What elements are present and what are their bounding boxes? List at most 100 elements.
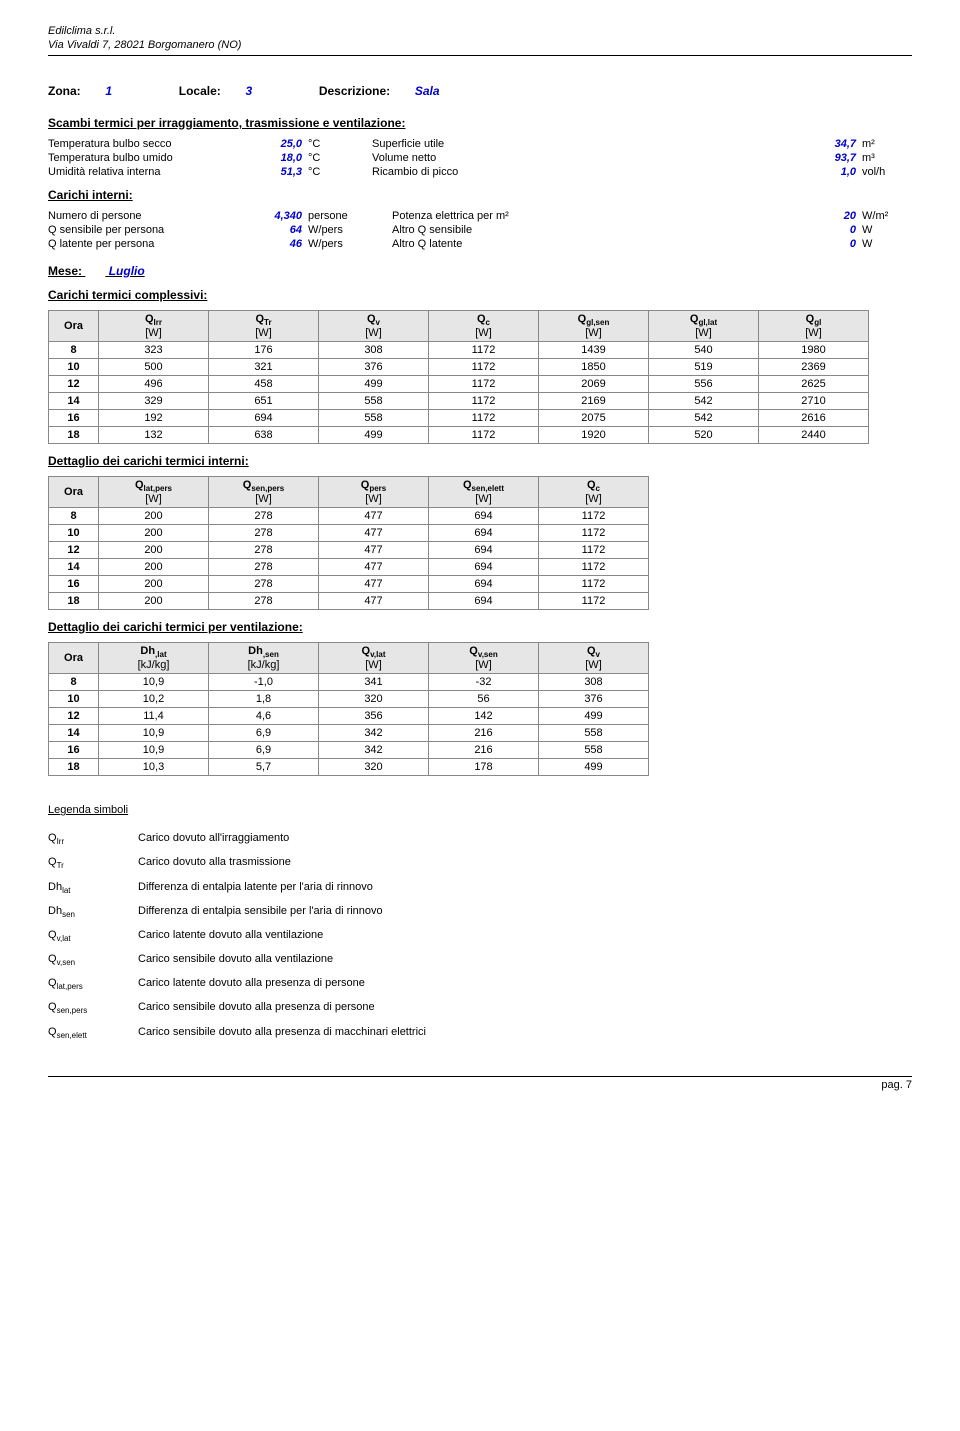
kv-runit: vol/h (862, 166, 912, 178)
table-cell: 2616 (759, 409, 869, 426)
legend-desc: Differenza di entalpia latente per l'ari… (138, 881, 912, 895)
table-cell: 376 (319, 358, 429, 375)
header-line2: Via Vivaldi 7, 28021 Borgomanero (NO) (48, 38, 912, 52)
table-cell: 558 (319, 409, 429, 426)
kv-label: Numero di persone (48, 210, 248, 222)
kv-label: Temperatura bulbo umido (48, 152, 248, 164)
legend-symbol: Qv,lat (48, 929, 138, 943)
table-cell: 132 (99, 426, 209, 443)
table-complessivi: OraQIrr[W]QTr[W]Qv[W]Qc[W]Qgl,sen[W]Qgl,… (48, 310, 869, 444)
table-cell: 2075 (539, 409, 649, 426)
carichi-complessivi-title: Carichi termici complessivi: (48, 288, 912, 302)
table-cell: 558 (539, 725, 649, 742)
kv-value: 46 (248, 238, 308, 250)
kv-value: 4,340 (248, 210, 308, 222)
table-row: 14329651558117221695422710 (49, 392, 869, 409)
header-line1: Edilclima s.r.l. (48, 24, 912, 38)
legend-desc: Carico latente dovuto alla presenza di p… (138, 977, 912, 991)
table-header: Ora (49, 310, 99, 341)
table-ventilazione: OraDh,lat[kJ/kg]Dh,sen[kJ/kg]Qv,lat[W]Qv… (48, 642, 649, 776)
table-cell: 341 (319, 674, 429, 691)
kv-label: Q latente per persona (48, 238, 248, 250)
kv-value: 64 (248, 224, 308, 236)
table-header: Qv[W] (539, 642, 649, 673)
table-header: Qsen,pers[W] (209, 476, 319, 507)
table-cell: 520 (649, 426, 759, 443)
table-cell: 1920 (539, 426, 649, 443)
table-cell: 2369 (759, 358, 869, 375)
table-cell: 558 (319, 392, 429, 409)
table-header: Qgl[W] (759, 310, 869, 341)
table-header: QIrr[W] (99, 310, 209, 341)
table-header: QTr[W] (209, 310, 319, 341)
zona-value: 1 (105, 84, 112, 98)
table-row: 12496458499117220695562625 (49, 375, 869, 392)
table-cell: 2440 (759, 426, 869, 443)
legend-desc: Carico sensibile dovuto alla ventilazion… (138, 953, 912, 967)
page-footer: pag. 7 (48, 1076, 912, 1091)
kv-label: Temperatura bulbo secco (48, 138, 248, 150)
table-cell: 519 (649, 358, 759, 375)
table-cell: 6,9 (209, 725, 319, 742)
table-header: Qv[W] (319, 310, 429, 341)
table-cell: 499 (539, 708, 649, 725)
table-cell: 1172 (429, 409, 539, 426)
table-cell: 278 (209, 541, 319, 558)
table-cell: 321 (209, 358, 319, 375)
table-cell: 1172 (429, 358, 539, 375)
kv-unit: W/pers (308, 238, 368, 250)
kv-value: 18,0 (248, 152, 308, 164)
table-cell: 14 (49, 725, 99, 742)
table-cell: 10,3 (99, 759, 209, 776)
table-row: 16192694558117220755422616 (49, 409, 869, 426)
table-cell: 477 (319, 507, 429, 524)
kv-runit: m³ (862, 152, 912, 164)
table-row: 1410,96,9342216558 (49, 725, 649, 742)
table-cell: 500 (99, 358, 209, 375)
legend-symbol: Qsen,elett (48, 1026, 138, 1040)
table-cell: 1439 (539, 341, 649, 358)
kv-unit: W/pers (308, 224, 368, 236)
table-cell: 18 (49, 592, 99, 609)
table-cell: 2169 (539, 392, 649, 409)
table-cell: 1,8 (209, 691, 319, 708)
descr-label: Descrizione: (319, 84, 390, 98)
table-cell: 10,9 (99, 742, 209, 759)
mese-line: Mese: Luglio (48, 264, 912, 278)
kv-runit: W/m² (862, 210, 912, 222)
table-row: 1810,35,7320178499 (49, 759, 649, 776)
table-cell: 10 (49, 691, 99, 708)
table-cell: 16 (49, 575, 99, 592)
table-row: 810,9-1,0341-32308 (49, 674, 649, 691)
kv-rlabel: Volume netto (348, 152, 802, 164)
scambi-title: Scambi termici per irraggiamento, trasmi… (48, 116, 912, 130)
table-cell: 278 (209, 558, 319, 575)
table-cell: 694 (209, 409, 319, 426)
table-header: Qv,lat[W] (319, 642, 429, 673)
kv-runit: W (862, 224, 912, 236)
table-cell: 278 (209, 524, 319, 541)
table-cell: 477 (319, 575, 429, 592)
table-cell: 638 (209, 426, 319, 443)
table-cell: 1172 (539, 592, 649, 609)
table-cell: 5,7 (209, 759, 319, 776)
table-cell: 1980 (759, 341, 869, 358)
table-header: Dh,sen[kJ/kg] (209, 642, 319, 673)
kv-rvalue: 20 (812, 210, 862, 222)
table-cell: 1172 (539, 524, 649, 541)
table-row: 1610,96,9342216558 (49, 742, 649, 759)
table-cell: 558 (539, 742, 649, 759)
table-cell: 4,6 (209, 708, 319, 725)
table-header: Qv,sen[W] (429, 642, 539, 673)
kv-unit: persone (308, 210, 368, 222)
table-cell: 200 (99, 558, 209, 575)
table-cell: 477 (319, 541, 429, 558)
table-cell: 320 (319, 759, 429, 776)
table-cell: 278 (209, 575, 319, 592)
table-cell: 556 (649, 375, 759, 392)
table-interni: OraQlat,pers[W]Qsen,pers[W]Qpers[W]Qsen,… (48, 476, 649, 610)
kv-grid-1: Temperatura bulbo secco 25,0 °C Superfic… (48, 138, 912, 178)
kv-value: 51,3 (248, 166, 308, 178)
table-cell: 8 (49, 507, 99, 524)
legend-symbol: Qv,sen (48, 953, 138, 967)
